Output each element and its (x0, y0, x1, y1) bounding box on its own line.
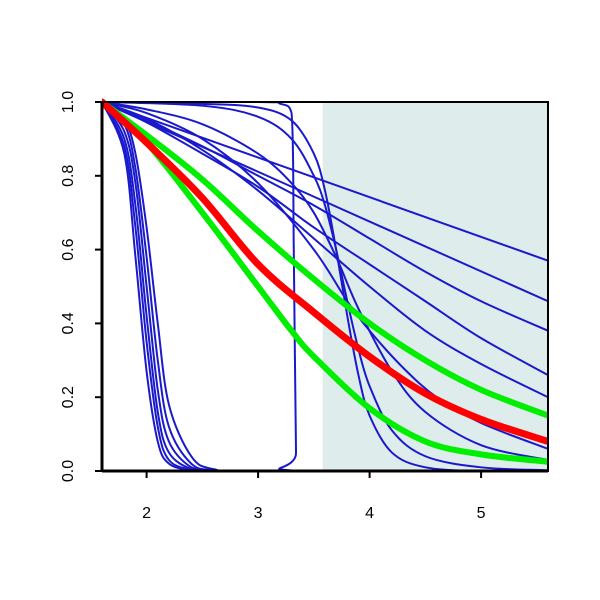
shaded-region-layer (322, 102, 548, 471)
x-tick-label: 5 (477, 505, 486, 522)
shaded-region (322, 102, 548, 471)
y-tick-label: 0.8 (60, 165, 77, 187)
y-tick-label: 0.6 (60, 238, 77, 260)
blue-curve-10 (102, 101, 548, 461)
series-layer (102, 98, 548, 473)
y-tick-label: 0.2 (60, 386, 77, 408)
y-tick-label: 0.4 (60, 312, 77, 334)
red-curve-19 (102, 98, 548, 445)
x-tick-label: 2 (142, 505, 151, 522)
blue-curve-15 (102, 101, 548, 303)
blue-curve-16 (102, 101, 548, 262)
green-curve-18 (102, 99, 548, 465)
y-tick-label: 0.0 (60, 460, 77, 482)
axes-layer: 2 3 4 5 0.0 0.2 0.4 0.6 0.8 1.0 (60, 91, 549, 522)
y-tick-label: 1.0 (60, 91, 77, 113)
green-curve-17 (102, 99, 548, 419)
blue-curve-14 (102, 101, 548, 332)
x-tick-label: 3 (254, 505, 263, 522)
blue-curve-13 (102, 101, 548, 377)
x-tick-label: 4 (365, 505, 374, 522)
blue-curve-8 (102, 101, 548, 472)
